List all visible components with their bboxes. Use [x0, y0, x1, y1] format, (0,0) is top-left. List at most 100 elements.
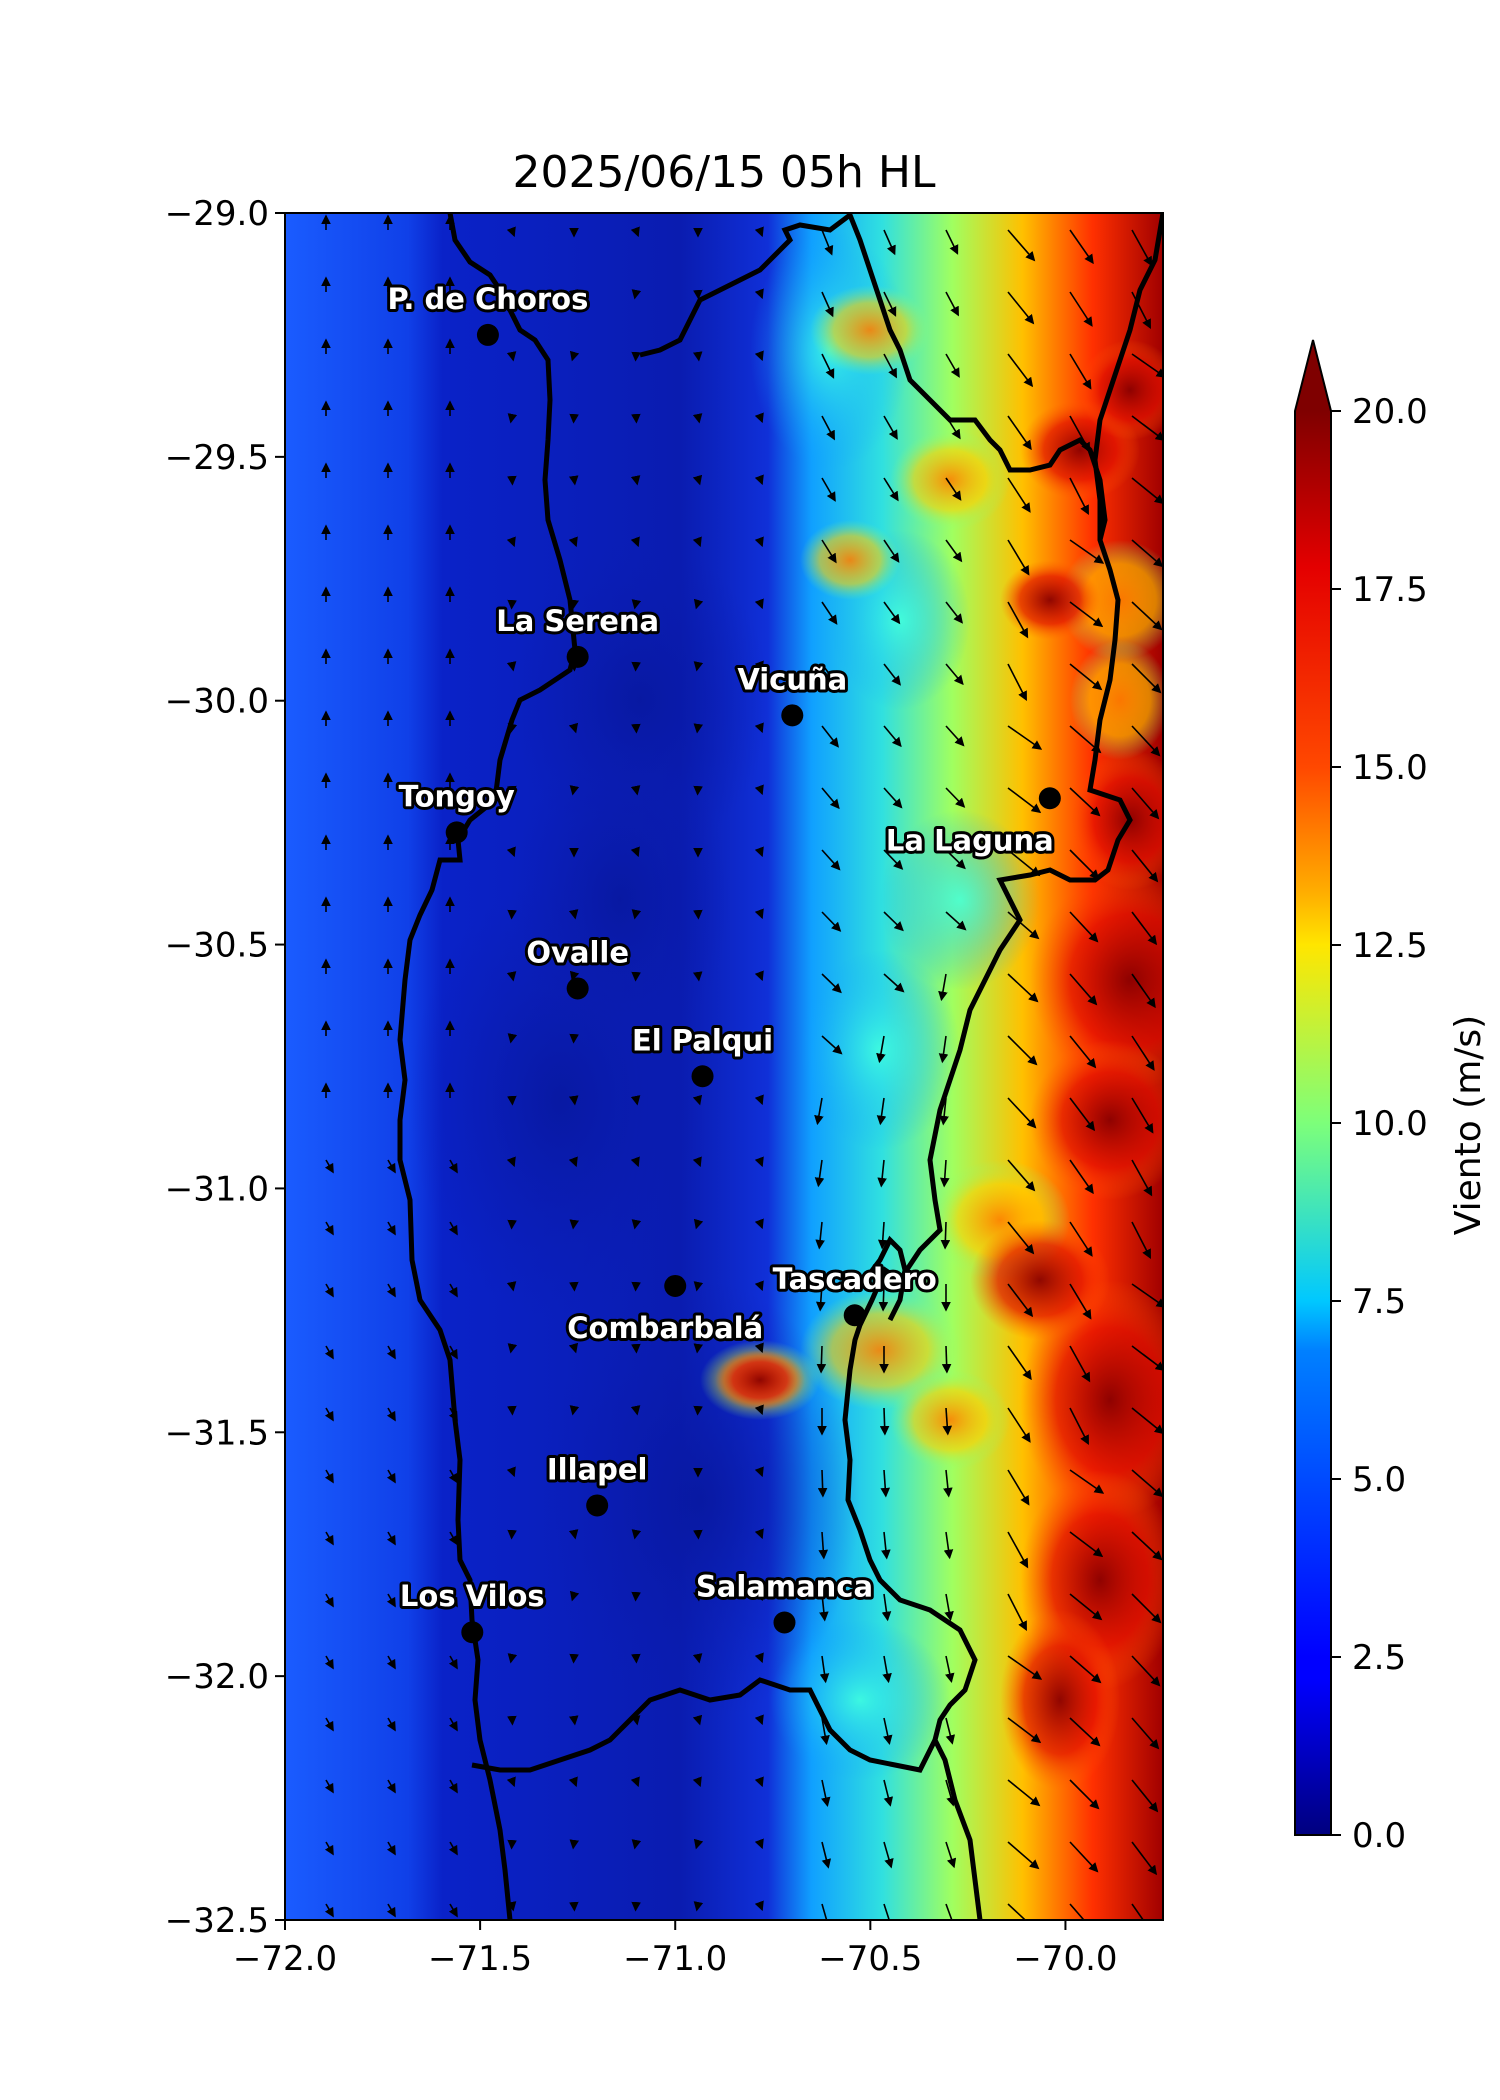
colorbar-tick-label: 2.5	[1352, 1638, 1406, 1678]
wind-arrow	[386, 1407, 396, 1422]
wind-arrow	[506, 1466, 516, 1478]
wind-arrow	[1131, 663, 1162, 694]
city-label: Combarbalá	[567, 1311, 763, 1345]
wind-arrow	[814, 1159, 825, 1188]
wind-arrow	[821, 725, 839, 748]
wind-arrow	[324, 1345, 334, 1360]
wind-arrow	[945, 539, 963, 563]
wind-arrow	[1131, 1903, 1145, 1920]
wind-arrow	[877, 1159, 887, 1188]
wind-arrow	[821, 663, 839, 687]
wind-arrow	[1069, 973, 1098, 1006]
wind-arrow	[506, 1156, 516, 1168]
wind-arrow	[630, 536, 640, 548]
wind-arrow	[506, 1281, 517, 1292]
wind-arrow	[1131, 1655, 1161, 1687]
wind-arrow	[876, 1097, 887, 1126]
city-marker	[445, 821, 468, 844]
wind-arrow	[1007, 415, 1032, 451]
wind-arrow	[692, 474, 703, 486]
wind-arrow	[692, 971, 703, 982]
wind-arrow	[1131, 725, 1161, 757]
wind-arrow	[506, 226, 516, 238]
wind-arrow	[883, 229, 896, 256]
city-illapel: Illapel	[544, 1449, 650, 1517]
wind-arrow	[754, 412, 764, 424]
colorbar-tick-label: 17.5	[1352, 570, 1428, 610]
wind-arrow	[754, 1590, 764, 1602]
wind-arrow	[1069, 1407, 1089, 1446]
wind-arrow	[754, 598, 764, 610]
wind-arrow	[1131, 539, 1163, 568]
wind-arrow	[939, 1097, 949, 1126]
wind-arrow	[945, 353, 960, 378]
wind-arrow	[568, 1715, 579, 1726]
wind-arrow	[1069, 1469, 1105, 1494]
colorbar-tick-label: 20.0	[1352, 392, 1428, 432]
wind-arrow	[1007, 1655, 1043, 1680]
y-tick-label: −31.0	[165, 1169, 269, 1209]
wind-arrow	[754, 1776, 764, 1788]
wind-arrow	[1069, 1221, 1093, 1257]
wind-arrow	[939, 1159, 950, 1188]
city-marker	[781, 704, 804, 727]
wind-arrow	[754, 1280, 764, 1292]
wind-arrow	[631, 289, 642, 300]
colorbar-tick-label: 15.0	[1352, 748, 1428, 788]
wind-arrow	[1069, 663, 1103, 691]
wind-arrow	[814, 1097, 824, 1126]
wind-arrow	[821, 353, 835, 379]
wind-arrow	[1007, 849, 1041, 877]
wind-arrow	[1007, 787, 1042, 814]
wind-arrow	[1131, 1407, 1163, 1435]
wind-arrow	[386, 1469, 396, 1484]
city-p-de-choros: P. de Choros	[384, 279, 591, 346]
wind-arrow	[1069, 1593, 1103, 1621]
city-combarbal-: Combarbalá	[564, 1274, 766, 1348]
wind-arrow	[569, 1839, 580, 1850]
colorbar-label: Viento (m/s)	[1448, 1015, 1489, 1235]
wind-arrow	[448, 1903, 458, 1918]
wind-arrow	[815, 1283, 826, 1312]
wind-arrow	[386, 1779, 396, 1794]
wind-arrow	[1069, 229, 1094, 265]
wind-arrow	[693, 1218, 704, 1230]
wind-arrow	[631, 1839, 642, 1850]
wind-arrow	[754, 1838, 764, 1850]
colorbar-tick-label: 7.5	[1352, 1282, 1406, 1322]
wind-arrow	[945, 1717, 956, 1745]
city-marker	[773, 1611, 796, 1634]
wind-arrow	[1007, 1903, 1027, 1920]
wind-arrow	[693, 723, 704, 734]
y-tick-label: −30.5	[165, 926, 269, 966]
wind-arrow	[507, 413, 518, 424]
wind-arrow	[1007, 1159, 1036, 1192]
wind-arrow	[692, 413, 703, 424]
wind-arrow	[879, 1407, 890, 1436]
y-tick-label: −29.5	[165, 438, 269, 478]
wind-arrow	[877, 1221, 888, 1250]
wind-arrow	[754, 908, 764, 920]
wind-arrow	[754, 1032, 764, 1044]
wind-arrow	[448, 1717, 458, 1732]
wind-arrow	[630, 785, 641, 796]
wind-arrow	[1007, 229, 1036, 262]
wind-arrow	[1069, 1097, 1096, 1132]
wind-arrow	[945, 1655, 955, 1683]
wind-arrow	[324, 1717, 334, 1732]
wind-arrow	[568, 1156, 578, 1168]
wind-arrow	[1069, 539, 1105, 564]
wind-arrow	[821, 1841, 832, 1869]
wind-arrow	[1131, 1221, 1151, 1260]
wind-arrow	[880, 1469, 891, 1498]
wind-arrow	[506, 971, 517, 982]
wind-arrow	[754, 1218, 764, 1230]
wind-arrow	[883, 725, 902, 748]
city-label: El Palqui	[632, 1023, 773, 1057]
wind-arrow	[1007, 725, 1043, 750]
wind-arrow	[569, 1405, 580, 1416]
wind-arrow	[1069, 787, 1101, 817]
wind-arrow	[1069, 1159, 1094, 1195]
wind-arrow	[568, 536, 578, 548]
colorbar-tick-label: 0.0	[1352, 1816, 1406, 1856]
